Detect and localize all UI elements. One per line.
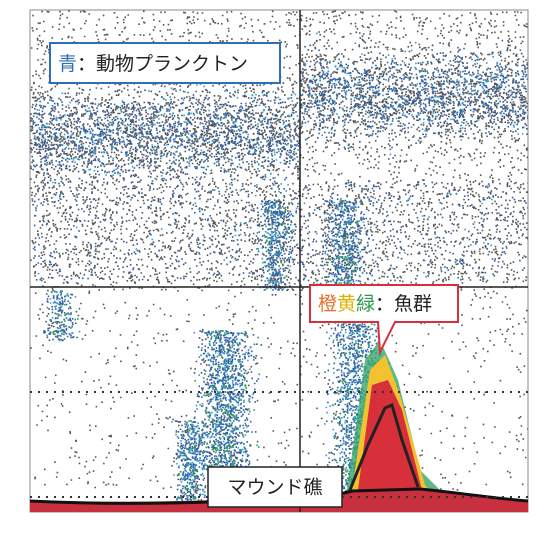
fish-word: 緑 xyxy=(356,293,375,315)
fish-text: ：魚群 xyxy=(375,293,432,315)
echogram: 青：動物プランクトン 橙黄緑：魚群 マウンド礁 xyxy=(0,0,544,538)
mound-label: マウンド礁 xyxy=(227,477,322,499)
fish-word: 黄 xyxy=(337,293,356,315)
plankton-text: ：動物プランクトン xyxy=(77,53,248,75)
plankton-color-word: 青 xyxy=(58,53,77,75)
fish-label: 橙黄緑：魚群 xyxy=(318,293,432,315)
plankton-label: 青：動物プランクトン xyxy=(58,53,248,75)
fish-word: 橙 xyxy=(318,293,337,315)
page: {"labels": {"plankton": {"color_word": "… xyxy=(0,0,544,538)
